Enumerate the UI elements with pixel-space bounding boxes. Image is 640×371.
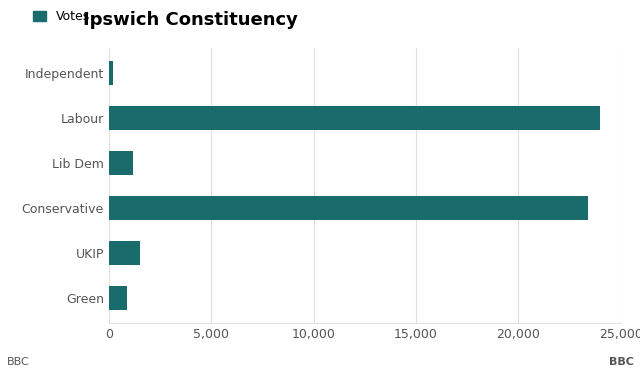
Bar bbox=[109, 240, 140, 265]
Bar bbox=[109, 151, 133, 175]
Text: Ipswich Constituency: Ipswich Constituency bbox=[83, 11, 298, 29]
Bar bbox=[109, 106, 600, 131]
Text: BBC: BBC bbox=[609, 357, 634, 367]
Legend: Votes: Votes bbox=[28, 5, 95, 28]
Text: BBC: BBC bbox=[6, 357, 29, 367]
Bar bbox=[109, 196, 588, 220]
Bar bbox=[109, 61, 113, 85]
Bar bbox=[109, 286, 127, 310]
